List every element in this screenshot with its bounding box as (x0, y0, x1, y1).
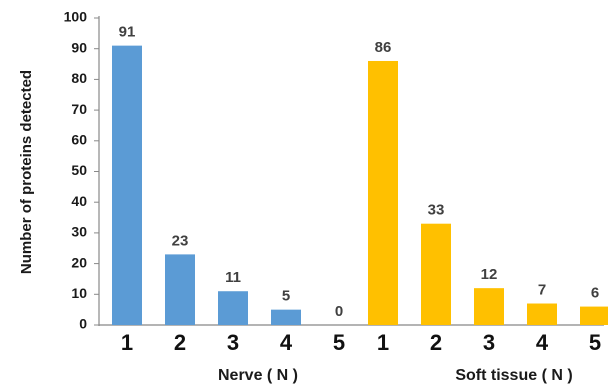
bar (112, 45, 142, 325)
bar (580, 306, 608, 325)
plot-area: 01020304050607080901009112321135405Nerve… (64, 9, 608, 384)
bar (165, 254, 195, 325)
y-tick-label: 50 (71, 162, 87, 178)
x-tick-label: 2 (430, 330, 442, 355)
data-label: 33 (428, 202, 445, 219)
y-tick-label: 20 (71, 254, 87, 270)
x-tick-label: 1 (121, 330, 133, 355)
data-label: 7 (538, 282, 546, 299)
group-label: Nerve ( N ) (218, 367, 298, 384)
data-label: 5 (282, 288, 290, 305)
x-tick-label: 5 (333, 330, 345, 355)
x-tick-label: 4 (536, 330, 549, 355)
x-tick-label: 1 (377, 330, 389, 355)
x-tick-label: 5 (589, 330, 601, 355)
data-label: 23 (172, 232, 189, 249)
x-tick-label: 4 (280, 330, 293, 355)
data-label: 6 (591, 285, 599, 302)
bar (421, 223, 451, 325)
y-tick-label: 100 (64, 9, 88, 25)
y-tick-label: 90 (71, 39, 87, 55)
bar (474, 288, 504, 325)
bar (271, 309, 301, 325)
data-label: 0 (335, 303, 343, 320)
y-tick-label: 60 (71, 132, 87, 148)
y-tick-label: 70 (71, 101, 87, 117)
data-label: 11 (225, 269, 241, 286)
group-label: Soft tissue ( N ) (455, 367, 572, 384)
x-tick-label: 3 (483, 330, 495, 355)
bar (527, 303, 557, 325)
y-axis-label: Number of proteins detected (18, 70, 35, 274)
y-tick-label: 10 (71, 285, 87, 301)
y-tick-label: 30 (71, 224, 87, 240)
data-label: 12 (481, 266, 498, 283)
data-label: 86 (375, 39, 392, 56)
x-tick-label: 2 (174, 330, 186, 355)
y-tick-label: 0 (79, 316, 87, 332)
y-tick-label: 80 (71, 70, 87, 86)
bar (218, 291, 248, 325)
data-label: 91 (119, 24, 136, 41)
bar (368, 60, 398, 325)
x-tick-label: 3 (227, 330, 239, 355)
y-tick-label: 40 (71, 193, 87, 209)
